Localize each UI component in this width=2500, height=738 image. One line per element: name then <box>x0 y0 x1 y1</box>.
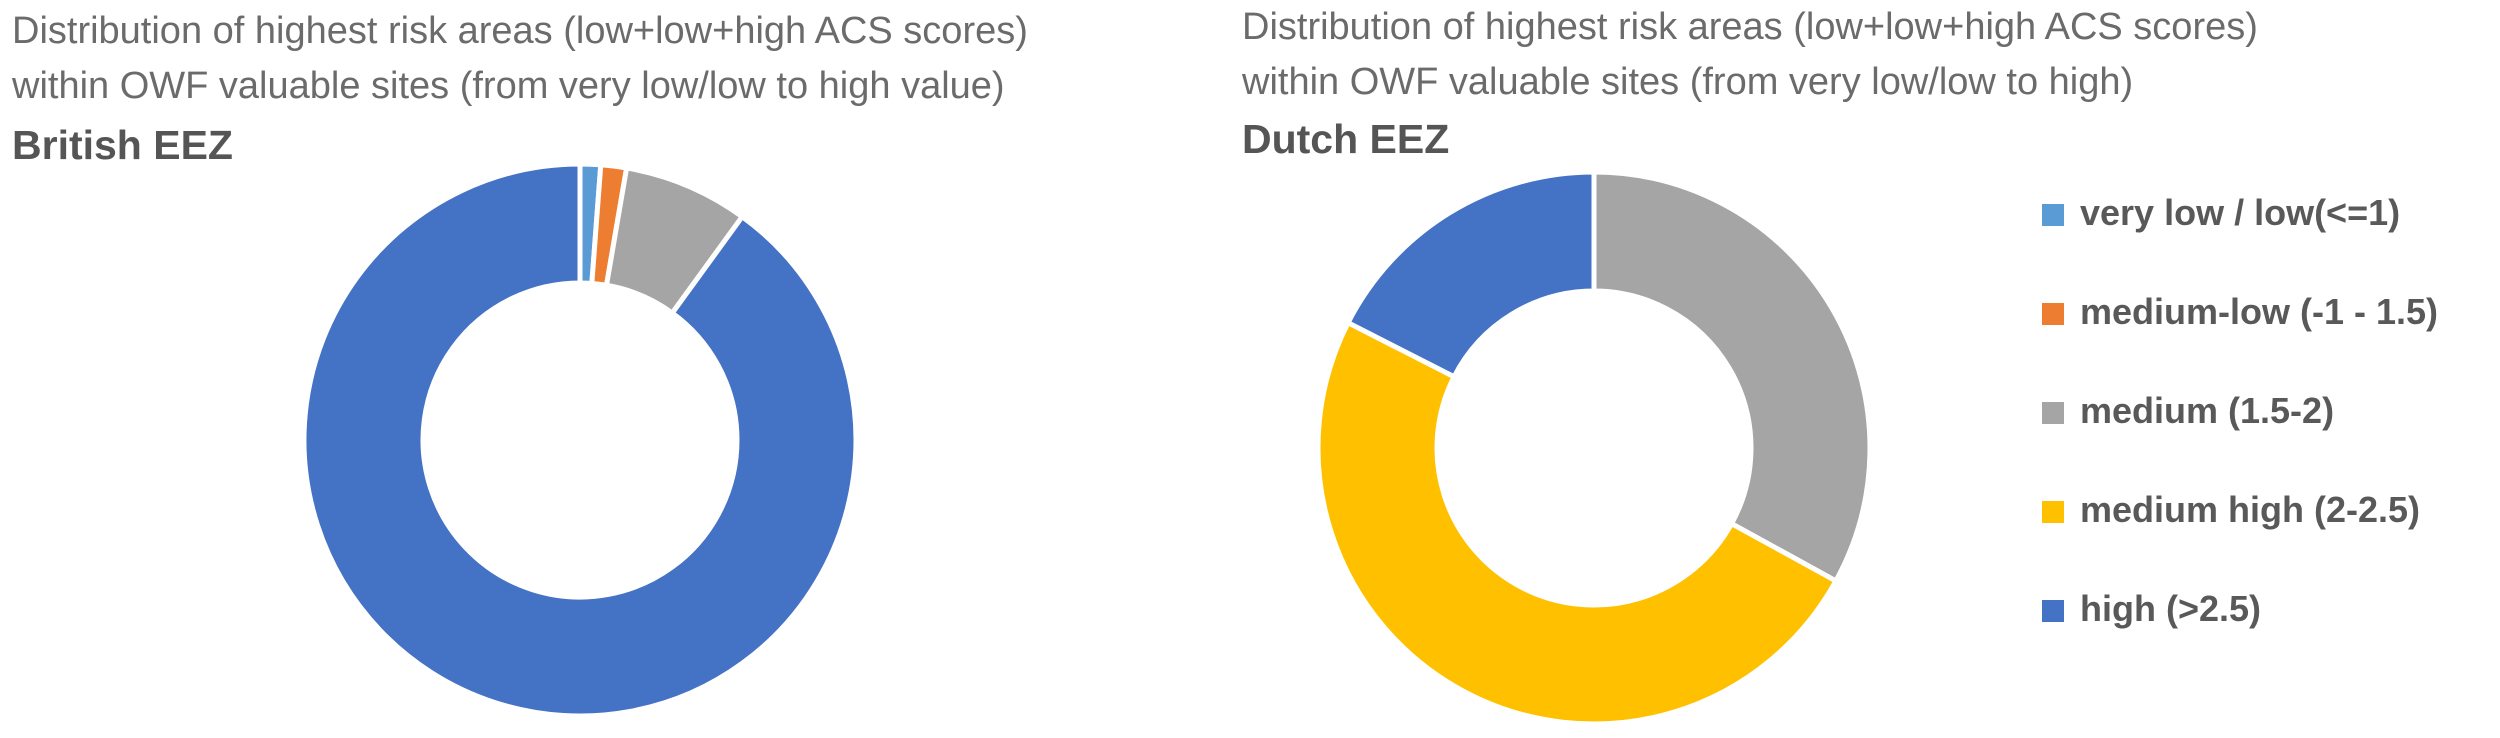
legend-label-medium: medium (1.5-2) <box>2080 390 2335 431</box>
british-chart-subtitle: British EEZ <box>12 122 233 168</box>
british-chart-title: Distribution of highest risk areas (low+… <box>12 4 1028 114</box>
legend-swatch-medium-low <box>2042 303 2064 325</box>
dutch-title-line-1: Distribution of highest risk areas (low+… <box>1242 6 2258 48</box>
dutch-slice-medium-high <box>1315 319 1840 727</box>
dutch-slice-medium <box>1591 169 1873 585</box>
legend-label-medium-high: medium high (2-2.5) <box>2080 489 2421 530</box>
legend-swatch-medium-high <box>2042 501 2064 523</box>
legend-swatch-high <box>2042 600 2064 622</box>
dutch-title-line-2: within OWF valuable sites (from very low… <box>1242 61 2134 103</box>
british-title-line-2: within OWF valuable sites (from very low… <box>12 65 1005 107</box>
legend-swatch-medium <box>2042 402 2064 424</box>
british-slice-high <box>301 161 859 719</box>
british-title-line-1: Distribution of highest risk areas (low+… <box>12 10 1028 52</box>
dutch-chart-title: Distribution of highest risk areas (low+… <box>1242 0 2258 110</box>
dutch-chart-subtitle: Dutch EEZ <box>1242 116 1450 162</box>
dutch-donut-chart <box>1315 169 1873 727</box>
legend-label-medium-low: medium-low (-1 - 1.5) <box>2080 291 2439 332</box>
legend-label-high: high (>2.5) <box>2080 588 2262 629</box>
legend-label-very-low: very low / low(<=1) <box>2080 192 2401 233</box>
dutch-slice-high <box>1344 169 1597 381</box>
legend-swatch-very-low <box>2042 204 2064 226</box>
british-donut-chart <box>301 161 859 719</box>
